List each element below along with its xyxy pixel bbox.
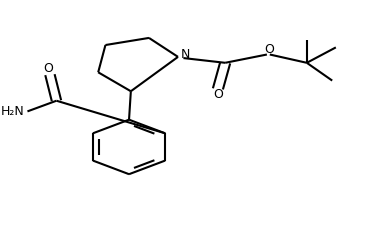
Text: O: O (264, 43, 273, 56)
Text: N: N (180, 48, 190, 61)
Text: H₂N: H₂N (1, 105, 25, 118)
Text: O: O (43, 62, 53, 75)
Text: O: O (213, 88, 223, 101)
